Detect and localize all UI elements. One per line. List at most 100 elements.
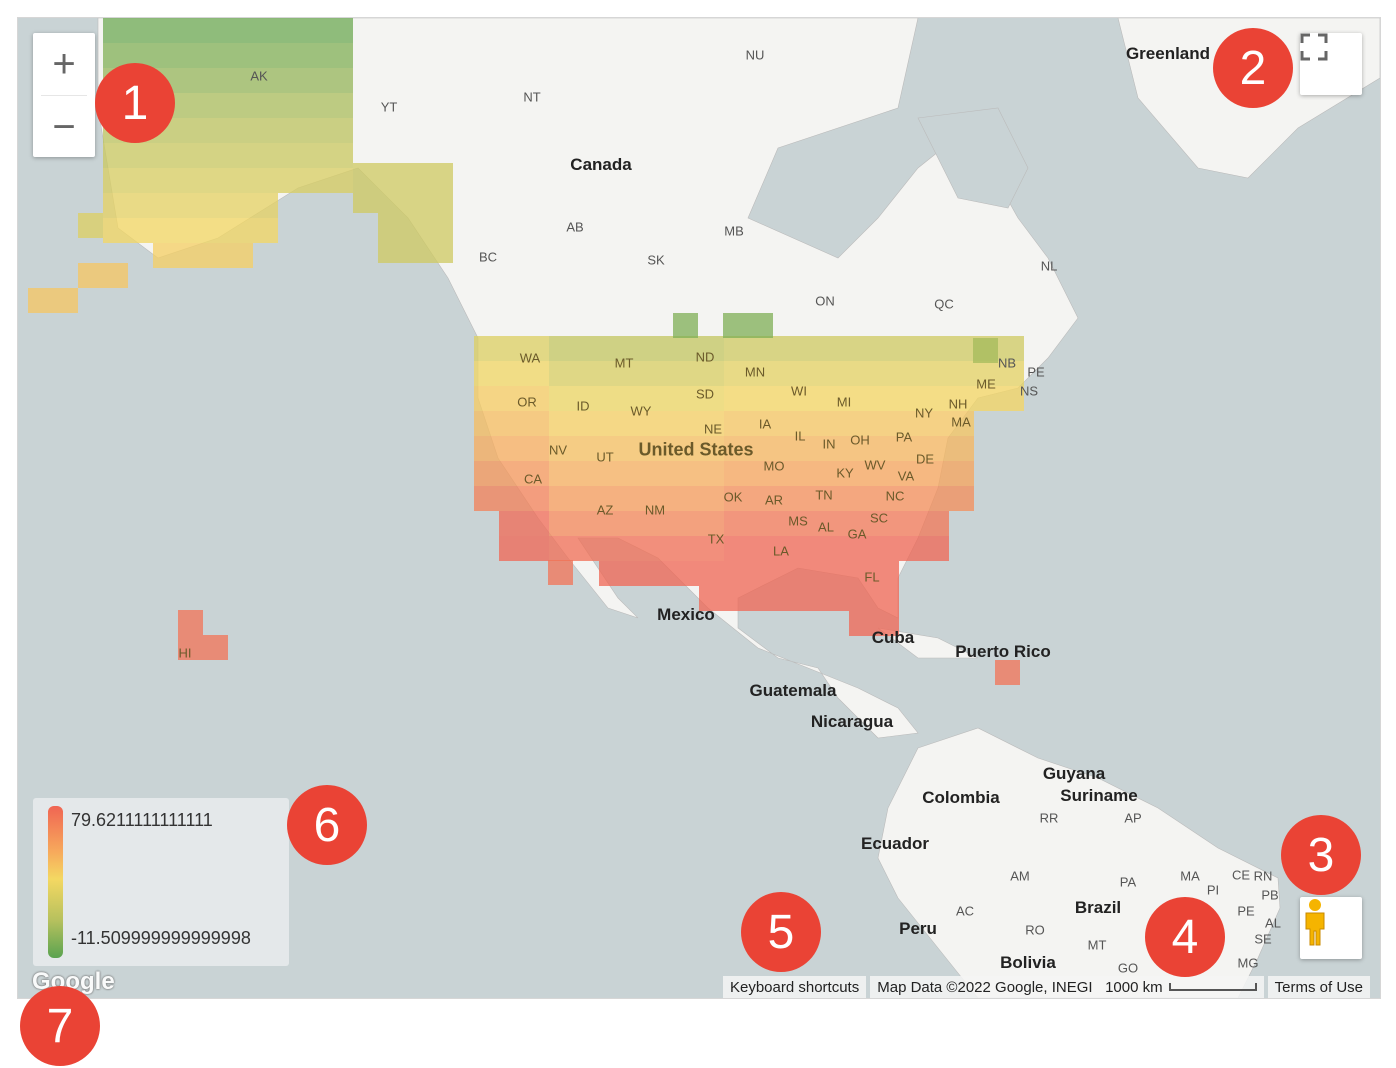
heatmap-cell <box>178 93 203 118</box>
country-label: Nicaragua <box>810 712 894 731</box>
heatmap-cell <box>624 511 649 536</box>
heatmap-cell <box>874 486 899 511</box>
heatmap-cell <box>624 461 649 486</box>
state-label: NM <box>644 502 666 518</box>
zoom-out-button[interactable]: − <box>52 104 76 149</box>
state-label: WA <box>519 350 541 366</box>
state-label: OR <box>517 394 537 410</box>
heatmap-cell <box>403 213 428 238</box>
heatmap-cell <box>549 336 574 361</box>
heatmap-cell <box>228 43 253 68</box>
heatmap-cell <box>724 561 749 586</box>
heatmap-cell <box>974 386 999 411</box>
heatmap-cell <box>749 336 774 361</box>
heatmap-cell <box>624 336 649 361</box>
heatmap-cell <box>824 361 849 386</box>
heatmap-cell <box>303 93 328 118</box>
region-label: RN <box>1253 868 1273 884</box>
heatmap-cell <box>278 18 303 43</box>
heatmap-cell <box>724 411 749 436</box>
heatmap-cell <box>949 486 974 511</box>
heatmap-cell <box>574 386 599 411</box>
heatmap-cell <box>874 536 899 561</box>
terms-link[interactable]: Terms of Use <box>1267 976 1370 998</box>
heatmap-cell <box>328 143 353 168</box>
heatmap-cell <box>749 361 774 386</box>
country-label: Guyana <box>1042 764 1106 783</box>
heatmap-cell <box>674 436 699 461</box>
heatmap-cell <box>178 43 203 68</box>
scale-label[interactable]: 1000 km <box>1105 978 1163 996</box>
heatmap-cell <box>924 486 949 511</box>
heatmap-cell <box>874 436 899 461</box>
heatmap-cell <box>428 238 453 263</box>
heatmap-cell <box>849 511 874 536</box>
state-label: OH <box>850 432 870 448</box>
heatmap-cell <box>849 436 874 461</box>
heatmap-cell <box>674 511 699 536</box>
region-label: AM <box>1010 868 1030 884</box>
heatmap-cell <box>303 18 328 43</box>
scale-bar[interactable] <box>1168 983 1257 991</box>
region-label: BC <box>478 249 498 265</box>
heatmap-cell <box>724 336 749 361</box>
region-label: NL <box>1040 258 1058 274</box>
heatmap-cell <box>574 486 599 511</box>
heatmap-cell <box>403 188 428 213</box>
heatmap-cell <box>674 561 699 586</box>
state-label: DE <box>915 451 935 467</box>
heatmap-cell <box>524 336 549 361</box>
heatmap-cell <box>228 218 253 243</box>
heatmap-cell <box>699 386 724 411</box>
heatmap-cell <box>849 536 874 561</box>
heatmap-cell <box>599 536 624 561</box>
heatmap-cell <box>924 436 949 461</box>
heatmap-cell <box>278 168 303 193</box>
region-label: PI <box>1206 882 1220 898</box>
map[interactable]: Canada Greenland Mexico Cuba Puerto Rico Guat… <box>17 17 1381 999</box>
heatmap-cell <box>924 461 949 486</box>
heatmap-cell <box>649 336 674 361</box>
heatmap-cell <box>899 461 924 486</box>
zoom-in-button[interactable]: + <box>52 41 76 86</box>
heatmap-cell <box>774 586 799 611</box>
heatmap-cell <box>524 386 549 411</box>
legend-color-bar <box>48 806 63 958</box>
heatmap-cell <box>824 486 849 511</box>
heatmap-cell <box>203 143 228 168</box>
heatmap-cell <box>278 118 303 143</box>
heatmap-cell <box>599 461 624 486</box>
heatmap-cell <box>153 218 178 243</box>
heatmap-cell <box>774 486 799 511</box>
heatmap-cell <box>28 288 53 313</box>
heatmap-cell <box>949 461 974 486</box>
street-view-button[interactable] <box>1300 897 1362 959</box>
heatmap-cell <box>378 213 403 238</box>
heatmap-cell <box>128 18 153 43</box>
annotation-badge-4: 4 <box>1145 897 1225 977</box>
heatmap-cell <box>328 18 353 43</box>
heatmap-cell <box>874 461 899 486</box>
heatmap-cell <box>178 143 203 168</box>
heatmap-cell <box>699 536 724 561</box>
state-label: AL <box>818 519 834 535</box>
heatmap-cell <box>674 386 699 411</box>
attribution: Map Data ©2022 Google, INEGI 1000 km <box>870 976 1264 998</box>
heatmap-cell <box>574 536 599 561</box>
state-label: TN <box>815 487 833 503</box>
heatmap-cell <box>428 188 453 213</box>
region-label: PB <box>1261 887 1279 903</box>
divider <box>41 95 87 96</box>
heatmap-cell <box>849 561 874 586</box>
heatmap-cell <box>924 386 949 411</box>
region-label: GO <box>1117 960 1139 976</box>
fullscreen-button[interactable] <box>1300 33 1362 95</box>
heatmap-cell <box>649 536 674 561</box>
heatmap-cell <box>599 486 624 511</box>
heatmap-cell <box>153 168 178 193</box>
heatmap-cell <box>278 143 303 168</box>
keyboard-shortcuts-link[interactable]: Keyboard shortcuts <box>722 976 867 998</box>
state-label: AZ <box>596 502 614 518</box>
heatmap-cell <box>899 436 924 461</box>
state-label: KY <box>836 465 854 481</box>
